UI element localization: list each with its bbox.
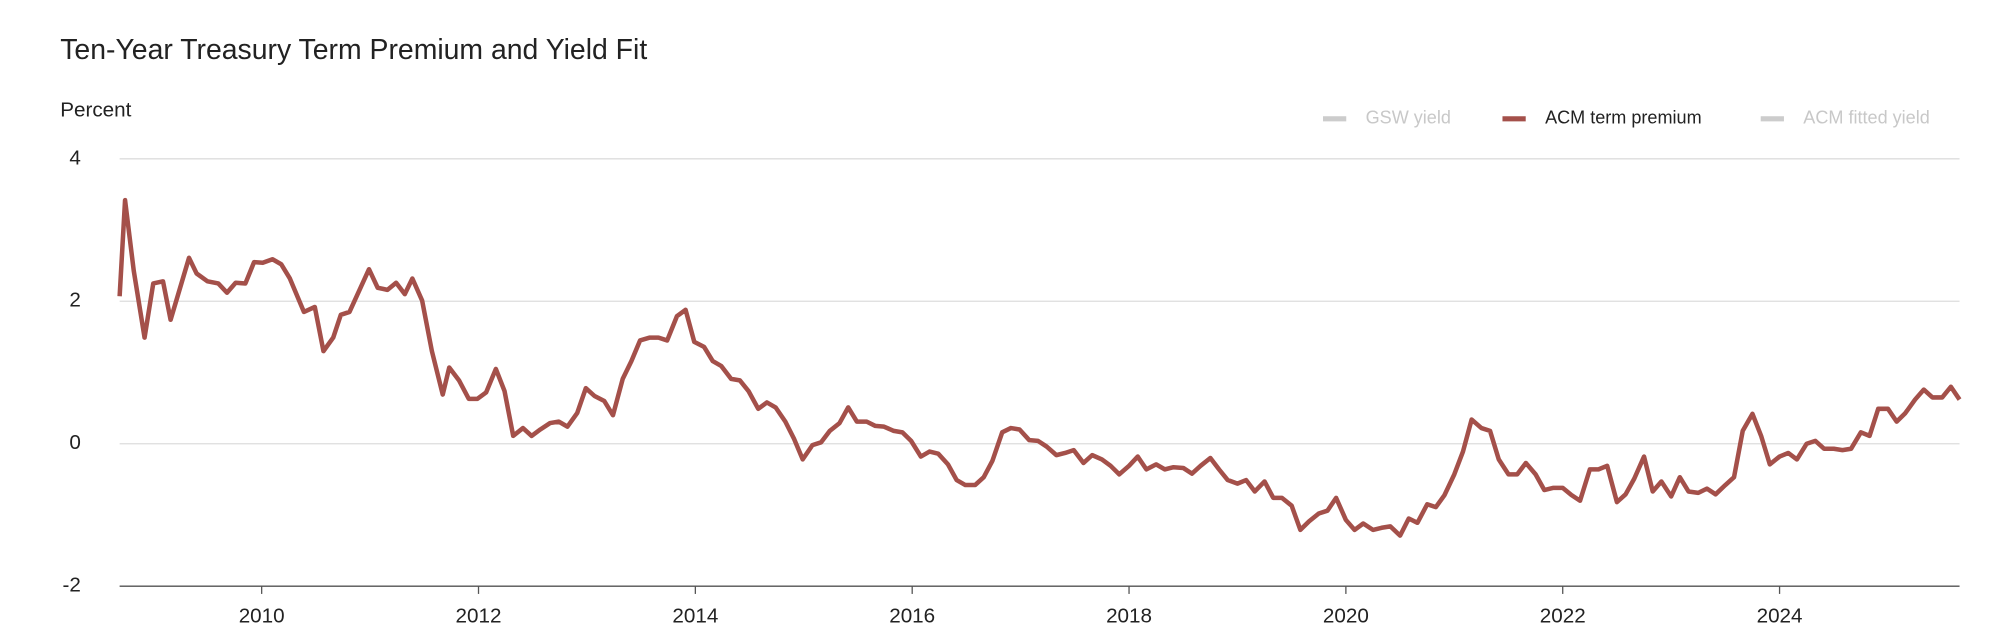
legend-label: GSW yield: [1366, 108, 1451, 128]
x-tick-label: 2012: [456, 605, 502, 628]
x-tick-label: 2018: [1106, 605, 1152, 628]
y-tick-label: -2: [63, 574, 81, 597]
y-tick-label: 4: [69, 146, 80, 169]
y-axis-label: Percent: [60, 98, 131, 121]
legend-label: ACM term premium: [1545, 108, 1702, 128]
x-tick-label: 2016: [889, 605, 935, 628]
x-tick-label: 2024: [1757, 605, 1803, 628]
x-tick-label: 2014: [672, 605, 718, 628]
data-line: [117, 197, 1962, 538]
y-tick-label: 2: [69, 289, 80, 312]
x-tick-label: 2020: [1323, 605, 1369, 628]
y-tick-label: 0: [69, 431, 80, 454]
chart-title: Ten-Year Treasury Term Premium and Yield…: [60, 34, 647, 66]
x-tick-label: 2010: [239, 605, 285, 628]
legend-label: ACM fitted yield: [1803, 108, 1929, 128]
x-tick-label: 2022: [1540, 605, 1586, 628]
